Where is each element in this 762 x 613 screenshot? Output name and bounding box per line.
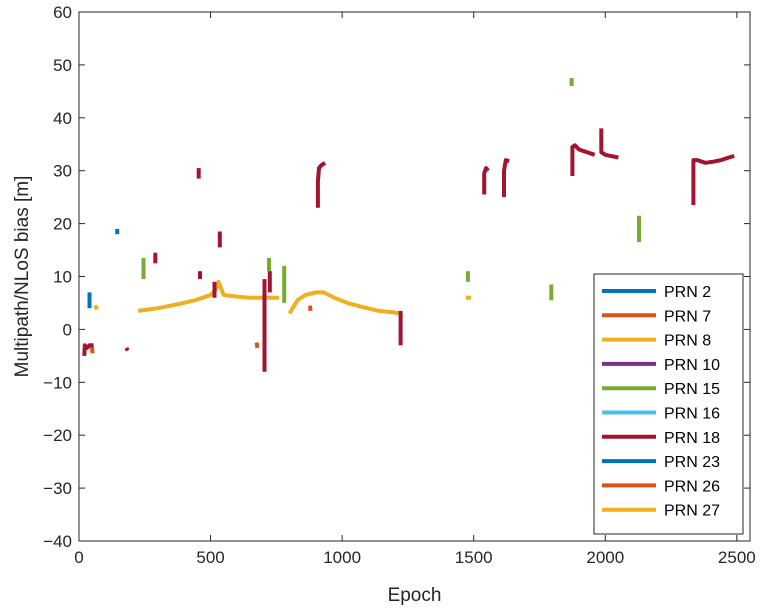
y-tick-label: −40 [43,532,72,551]
legend-label: PRN 10 [664,357,720,374]
series-segment [287,290,401,316]
legend-label: PRN 7 [664,308,711,325]
x-tick-label: 1500 [455,548,493,567]
legend: PRN 2 PRN 7 PRN 8 PRN 10 PRN 15 PRN 16 PRN 18 P… [593,273,744,535]
series-segment [691,153,735,206]
series-segment [570,143,596,176]
x-tick-label: 2500 [718,548,756,567]
y-tick-label: 40 [53,109,72,128]
series-segment [599,128,619,160]
ticks-layer: 0 500 1000 1500 2000 2500 −40 −30 −20 −10 0 10 20 30 4… [43,3,756,567]
y-tick-label: 30 [53,162,72,181]
series-segment [482,166,490,195]
legend-label: PRN 16 [664,406,720,423]
y-tick-label: 60 [53,3,72,22]
series-segment [254,342,260,349]
legend-label: PRN 23 [664,454,720,471]
legend-label: PRN 8 [664,333,711,350]
x-tick-label: 2000 [586,548,624,567]
x-tick-label: 1000 [323,548,361,567]
legend-label: PRN 2 [664,284,711,301]
legend-box [593,273,744,535]
y-axis-title: Multipath/NLoS bias [m] [12,176,33,378]
legend-label: PRN 15 [664,381,720,398]
series-segment [93,304,100,311]
y-tick-label: 50 [53,56,72,75]
y-tick-label: −20 [43,426,72,445]
y-tick-label: 10 [53,268,72,287]
x-tick-label: 0 [74,548,83,567]
series-prn-2 [87,228,120,309]
legend-label: PRN 26 [664,478,720,495]
series-segment [502,158,510,198]
series-layer [82,78,735,372]
series-segment [124,347,130,352]
series-prn-15 [141,78,641,303]
y-tick-label: −30 [43,479,72,498]
series-segment [315,161,327,208]
y-tick-label: 0 [63,320,72,339]
legend-label: PRN 27 [664,503,720,520]
y-tick-label: 20 [53,215,72,234]
series-prn-18 [82,128,735,372]
y-tick-label: −10 [43,373,72,392]
x-tick-label: 500 [196,548,224,567]
series-segment [308,305,313,312]
legend-label: PRN 18 [664,430,720,447]
series-segment [82,343,94,356]
x-axis-title: Epoch [388,585,442,606]
